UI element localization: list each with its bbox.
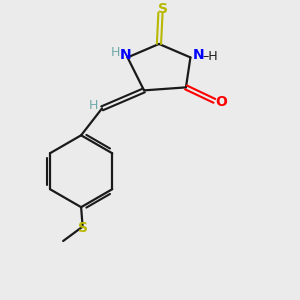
Text: N: N <box>193 48 205 62</box>
Text: H: H <box>89 99 98 112</box>
Text: O: O <box>215 95 227 110</box>
Text: –H: –H <box>202 50 218 63</box>
Text: S: S <box>78 221 88 235</box>
Text: H: H <box>111 46 120 59</box>
Text: S: S <box>158 2 169 16</box>
Text: N: N <box>119 48 131 62</box>
